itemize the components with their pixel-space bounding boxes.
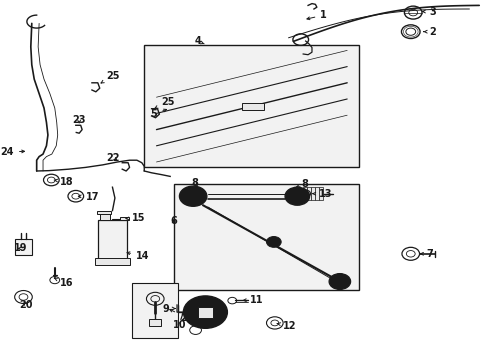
Circle shape <box>334 278 344 285</box>
Bar <box>318 187 322 200</box>
Circle shape <box>294 194 299 198</box>
Bar <box>120 217 128 220</box>
Bar <box>144 45 359 167</box>
Text: 6: 6 <box>170 216 177 226</box>
Bar <box>100 214 110 220</box>
Bar <box>314 187 318 200</box>
Text: 11: 11 <box>243 294 264 305</box>
Circle shape <box>185 190 201 202</box>
Text: 4: 4 <box>194 36 204 46</box>
Text: 24: 24 <box>0 147 24 157</box>
Circle shape <box>285 187 309 205</box>
Circle shape <box>290 191 304 201</box>
Circle shape <box>328 274 350 289</box>
Bar <box>15 239 32 255</box>
Text: 3: 3 <box>422 6 435 17</box>
Text: 18: 18 <box>54 177 73 187</box>
Text: 22: 22 <box>106 153 120 163</box>
Text: 1: 1 <box>306 10 326 20</box>
Bar <box>173 184 359 290</box>
Bar <box>95 258 129 265</box>
Bar <box>98 220 127 259</box>
Text: 20: 20 <box>20 300 33 310</box>
Circle shape <box>190 301 220 323</box>
Text: 23: 23 <box>72 114 86 125</box>
Text: 14: 14 <box>127 251 149 261</box>
Text: 5: 5 <box>150 109 166 120</box>
Bar <box>306 187 310 200</box>
Bar <box>303 187 306 200</box>
Text: 8: 8 <box>296 179 308 189</box>
Text: 7: 7 <box>420 249 432 259</box>
Text: 8: 8 <box>191 178 198 188</box>
Bar <box>149 319 161 326</box>
Text: 13: 13 <box>312 189 332 199</box>
Bar <box>132 283 178 338</box>
Text: 17: 17 <box>78 192 99 202</box>
Text: 25: 25 <box>155 96 175 108</box>
Circle shape <box>266 237 281 247</box>
Text: 2: 2 <box>423 27 435 37</box>
Text: 25: 25 <box>101 71 120 83</box>
Text: 10: 10 <box>172 320 186 330</box>
Circle shape <box>183 296 227 328</box>
Bar <box>310 187 314 200</box>
Text: 21: 21 <box>169 309 193 323</box>
Bar <box>242 103 264 110</box>
Text: 9: 9 <box>162 303 175 314</box>
Circle shape <box>179 186 206 206</box>
Text: 12: 12 <box>277 321 296 331</box>
Circle shape <box>190 194 196 198</box>
Text: 19: 19 <box>14 243 27 253</box>
Bar <box>198 307 212 318</box>
Text: 16: 16 <box>54 278 73 288</box>
Bar <box>97 211 111 214</box>
Text: 15: 15 <box>126 213 145 223</box>
